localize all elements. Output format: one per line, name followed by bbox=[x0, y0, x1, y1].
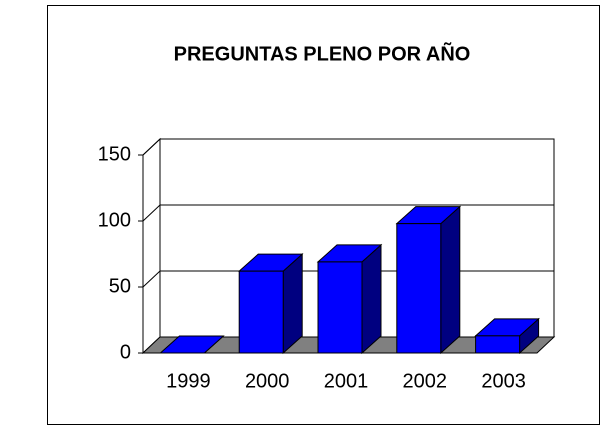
bar bbox=[238, 270, 284, 354]
x-tick-label: 2001 bbox=[324, 370, 369, 392]
bar-top bbox=[159, 335, 225, 354]
y-tick-label: 150 bbox=[98, 143, 131, 165]
x-tick-label: 2003 bbox=[481, 370, 526, 392]
x-tick-label: 2002 bbox=[403, 370, 448, 392]
chart-title: PREGUNTAS PLENO POR AÑO bbox=[174, 42, 471, 65]
bar bbox=[317, 261, 363, 354]
y-tick-label: 0 bbox=[120, 341, 131, 363]
grid-line bbox=[142, 138, 554, 156]
bar-side bbox=[361, 243, 382, 355]
bar bbox=[396, 223, 442, 354]
x-tick-label: 1999 bbox=[166, 370, 211, 392]
bar-side bbox=[440, 205, 461, 355]
side-wall bbox=[142, 137, 161, 355]
bar bbox=[475, 335, 521, 354]
y-tick-label: 50 bbox=[109, 275, 131, 297]
y-tick-label: 100 bbox=[98, 209, 131, 231]
x-tick-label: 2000 bbox=[245, 370, 290, 392]
grid-line bbox=[142, 204, 554, 222]
